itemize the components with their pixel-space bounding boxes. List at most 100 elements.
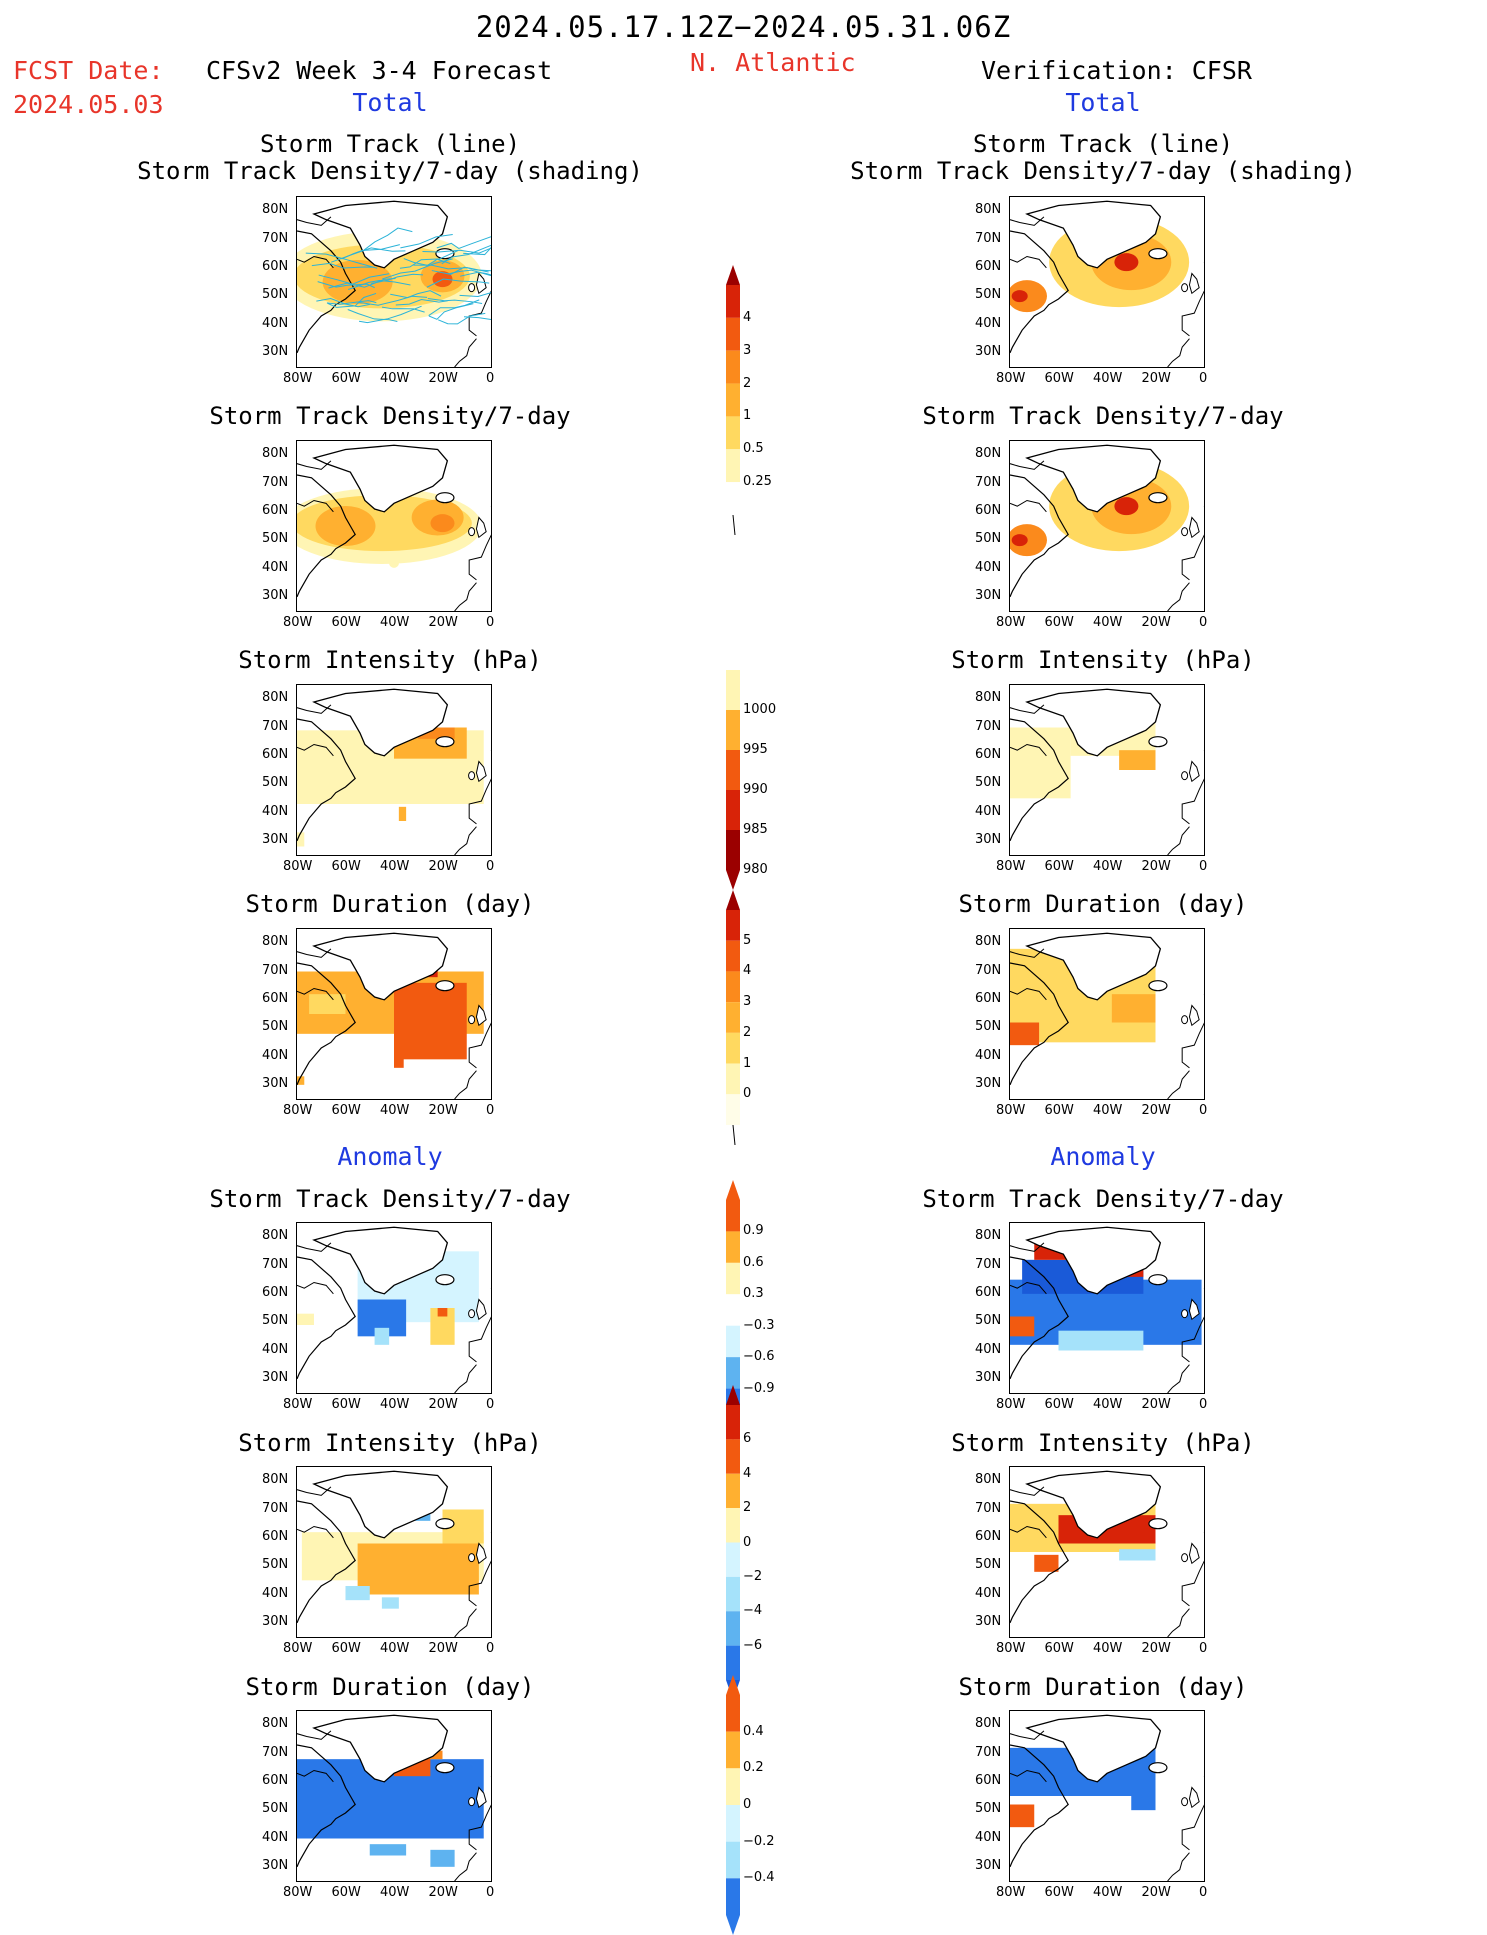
lat-tick-label: 70N	[262, 475, 288, 490]
lon-tick-label: 60W	[332, 1641, 361, 1656]
lat-tick-label: 70N	[975, 1745, 1001, 1760]
duration-colorbar-label: 0	[743, 1086, 751, 1101]
lat-tick-label: 60N	[262, 1285, 288, 1300]
lon-tick-label: 40W	[380, 859, 409, 874]
anom-duration-colorbar-label: 0.2	[743, 1760, 764, 1775]
lon-tick-label: 0	[1199, 371, 1207, 386]
lat-tick-label: 60N	[262, 747, 288, 762]
lat-tick-label: 50N	[262, 1801, 288, 1816]
lon-tick-label: 40W	[1093, 615, 1122, 630]
lon-tick-label: 60W	[1045, 859, 1074, 874]
lat-tick-label: 50N	[975, 1801, 1001, 1816]
anom-intensity-colorbar-label: 2	[743, 1500, 751, 1515]
duration-colorbar-label: 1	[743, 1056, 751, 1071]
right-total-label: Total	[1003, 88, 1203, 117]
density-colorbar-label: 0.25	[743, 474, 772, 489]
lon-tick-label: 20W	[1142, 859, 1171, 874]
lat-tick-label: 30N	[262, 1076, 288, 1091]
right-track-shading-title: Storm Track Density/7-day (shading)	[823, 157, 1383, 185]
lon-tick-label: 80W	[996, 371, 1025, 386]
lon-tick-label: 20W	[1142, 371, 1171, 386]
lat-tick-label: 70N	[975, 719, 1001, 734]
lon-tick-label: 80W	[996, 1885, 1025, 1900]
lat-tick-label: 40N	[975, 316, 1001, 331]
lat-tick-label: 70N	[975, 1501, 1001, 1516]
lon-tick-label: 80W	[283, 1397, 312, 1412]
lon-tick-label: 20W	[429, 1103, 458, 1118]
date-range-title: 2024.05.17.12Z−2024.05.31.06Z	[0, 10, 1487, 44]
density-colorbar-label: 1	[743, 408, 751, 423]
lat-tick-label: 50N	[262, 531, 288, 546]
left-anomaly-label: Anomaly	[290, 1142, 490, 1171]
lat-tick-label: 80N	[975, 1228, 1001, 1243]
lat-tick-label: 60N	[975, 1529, 1001, 1544]
lat-tick-label: 30N	[262, 832, 288, 847]
lat-tick-label: 30N	[262, 1858, 288, 1873]
duration-colorbar-label: 2	[743, 1025, 751, 1040]
lat-tick-label: 60N	[262, 259, 288, 274]
lat-tick-label: 40N	[975, 1586, 1001, 1601]
left-intensity-title: Storm Intensity (hPa)	[150, 646, 630, 674]
lat-tick-label: 60N	[975, 1285, 1001, 1300]
anom-density-colorbar-label: 0.6	[743, 1255, 764, 1270]
lon-tick-label: 60W	[332, 859, 361, 874]
lon-tick-label: 60W	[332, 1885, 361, 1900]
lon-tick-label: 60W	[332, 615, 361, 630]
lat-tick-label: 80N	[975, 934, 1001, 949]
lon-tick-label: 40W	[380, 615, 409, 630]
lon-tick-label: 80W	[996, 615, 1025, 630]
lon-tick-label: 20W	[1142, 1103, 1171, 1118]
lon-tick-label: 80W	[283, 615, 312, 630]
lon-tick-label: 20W	[429, 1641, 458, 1656]
left-anom-intensity-title: Storm Intensity (hPa)	[150, 1429, 630, 1457]
duration-colorbar-label: 3	[743, 994, 751, 1009]
lat-tick-label: 70N	[262, 1745, 288, 1760]
anom-intensity-colorbar-label: −2	[743, 1569, 762, 1584]
lat-tick-label: 30N	[262, 588, 288, 603]
left-density-title: Storm Track Density/7-day	[150, 402, 630, 430]
lat-tick-label: 60N	[262, 503, 288, 518]
left-duration-map	[296, 928, 492, 1100]
left-duration-title: Storm Duration (day)	[150, 890, 630, 918]
lat-tick-label: 60N	[975, 503, 1001, 518]
lat-tick-label: 80N	[975, 446, 1001, 461]
left-total-label: Total	[290, 88, 490, 117]
lat-tick-label: 60N	[262, 1529, 288, 1544]
intensity-colorbar-label: 995	[743, 742, 768, 757]
lon-tick-label: 40W	[1093, 1641, 1122, 1656]
intensity-colorbar-label: 980	[743, 862, 768, 877]
lat-tick-label: 40N	[262, 1048, 288, 1063]
lon-tick-label: 20W	[429, 859, 458, 874]
right-track-line-title: Storm Track (line)	[903, 130, 1303, 158]
lon-tick-label: 0	[486, 1885, 494, 1900]
lon-tick-label: 40W	[1093, 1103, 1122, 1118]
lat-tick-label: 80N	[262, 446, 288, 461]
lat-tick-label: 80N	[262, 202, 288, 217]
lon-tick-label: 40W	[380, 1397, 409, 1412]
lon-tick-label: 0	[1199, 615, 1207, 630]
right-adens-map	[1009, 1222, 1205, 1394]
intensity-colorbar-label: 1000	[743, 702, 776, 717]
lat-tick-label: 80N	[975, 1716, 1001, 1731]
lat-tick-label: 30N	[975, 832, 1001, 847]
lat-tick-label: 70N	[975, 231, 1001, 246]
lat-tick-label: 30N	[975, 1076, 1001, 1091]
lat-tick-label: 40N	[975, 1830, 1001, 1845]
lon-tick-label: 80W	[996, 1397, 1025, 1412]
right-anom-intensity-title: Storm Intensity (hPa)	[863, 1429, 1343, 1457]
lon-tick-label: 80W	[996, 1641, 1025, 1656]
lat-tick-label: 50N	[975, 531, 1001, 546]
anom-intensity-colorbar-label: 4	[743, 1466, 751, 1481]
right-adur-map	[1009, 1710, 1205, 1882]
lat-tick-label: 80N	[262, 934, 288, 949]
lon-tick-label: 20W	[1142, 615, 1171, 630]
right-model-title: Verification: CFSR	[981, 56, 1252, 85]
lon-tick-label: 0	[1199, 1103, 1207, 1118]
lon-tick-label: 40W	[380, 1641, 409, 1656]
intensity-colorbar	[713, 650, 753, 890]
lat-tick-label: 80N	[975, 690, 1001, 705]
lat-tick-label: 60N	[975, 747, 1001, 762]
lat-tick-label: 50N	[975, 1313, 1001, 1328]
left-track-line-title: Storm Track (line)	[190, 130, 590, 158]
density-colorbar	[713, 265, 753, 535]
